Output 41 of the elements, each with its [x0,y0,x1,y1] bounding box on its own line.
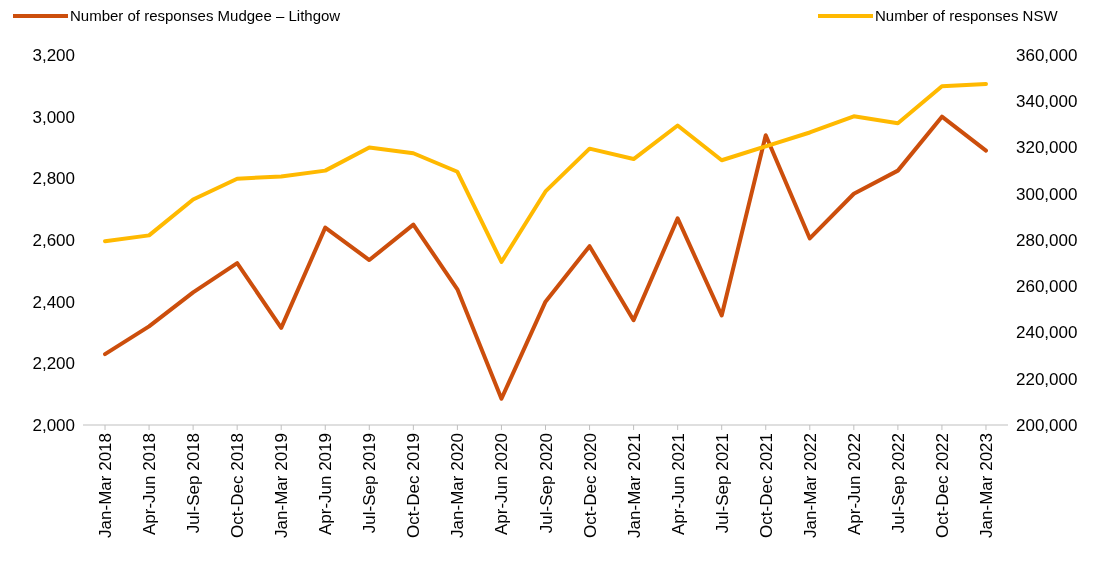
y-tick-label: 2,400 [32,292,75,312]
x-tick-label: Jan-Mar 2022 [800,433,820,538]
y2-tick-label: 260,000 [1016,277,1078,297]
x-tick-label: Oct-Dec 2021 [756,433,776,538]
x-tick-label: Apr-Jun 2019 [316,433,336,536]
line-series [103,114,988,401]
x-tick-label: Oct-Dec 2020 [580,433,600,538]
y2-tick-label: 300,000 [1016,184,1078,204]
x-tick-label: Apr-Jun 2018 [140,433,160,536]
y2-tick-label: 280,000 [1016,230,1078,250]
x-tick-label: Jul-Sep 2022 [888,433,908,534]
x-tick-label: Jan-Mar 2020 [448,433,468,538]
y2-tick-label: 340,000 [1016,92,1078,112]
x-tick-label: Oct-Dec 2022 [932,433,952,538]
x-tick-label: Jul-Sep 2021 [712,433,732,534]
y2-tick-label: 220,000 [1016,369,1078,389]
y2-tick-label: 200,000 [1016,415,1078,435]
x-tick-label: Jan-Mar 2021 [624,433,644,538]
x-tick-label: Jan-Mar 2019 [272,433,292,538]
x-tick-label: Jul-Sep 2019 [360,433,380,534]
x-tick-label: Apr-Jun 2020 [492,433,512,536]
y-tick-label: 3,000 [32,107,75,127]
x-tick-label: Apr-Jun 2022 [844,433,864,536]
x-tick-label: Jan-Mar 2023 [976,433,996,538]
x-tick-label: Oct-Dec 2018 [228,433,248,538]
line-series [103,81,988,264]
x-tick-label: Oct-Dec 2019 [404,433,424,538]
x-tick-label: Jan-Mar 2018 [96,433,116,538]
x-tick-label: Apr-Jun 2021 [668,433,688,536]
legend-label: Number of responses NSW [875,7,1059,25]
y2-tick-label: 360,000 [1016,45,1078,65]
y2-tick-label: 320,000 [1016,138,1078,158]
y-tick-label: 2,000 [32,415,75,435]
y2-tick-label: 240,000 [1016,323,1078,343]
legend-label: Number of responses Mudgee – Lithgow [70,7,341,25]
y-tick-label: 2,600 [32,230,75,250]
x-tick-label: Jul-Sep 2018 [184,433,204,534]
y-tick-label: 2,800 [32,169,75,189]
x-tick-label: Jul-Sep 2020 [536,433,556,534]
y-tick-label: 3,200 [32,45,75,65]
y-tick-label: 2,200 [32,354,75,374]
